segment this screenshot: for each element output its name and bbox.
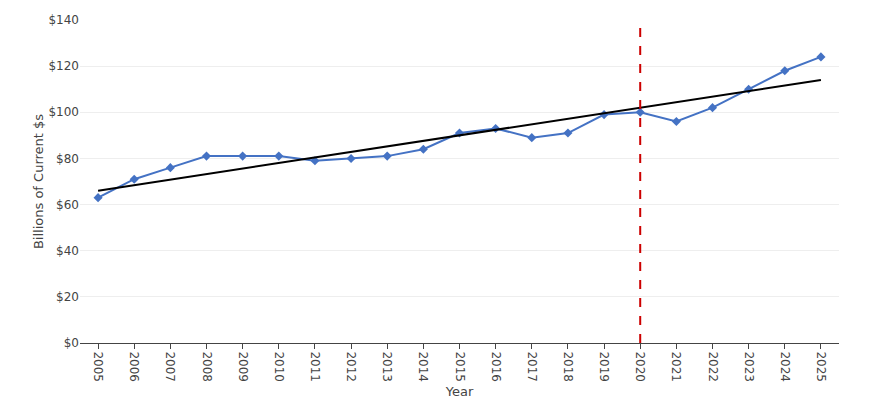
svg-text:$40: $40 — [56, 244, 79, 258]
svg-text:2024: 2024 — [778, 351, 792, 382]
svg-text:Year: Year — [445, 384, 474, 399]
svg-text:2006: 2006 — [127, 351, 141, 382]
svg-text:2010: 2010 — [272, 351, 286, 382]
svg-text:2014: 2014 — [416, 351, 430, 382]
svg-text:2015: 2015 — [453, 351, 467, 382]
svg-text:2022: 2022 — [706, 351, 720, 382]
svg-text:2009: 2009 — [236, 351, 250, 382]
svg-text:2021: 2021 — [669, 351, 683, 382]
svg-text:$80: $80 — [56, 152, 79, 166]
svg-text:2020: 2020 — [633, 351, 647, 382]
svg-text:$140: $140 — [48, 13, 79, 27]
svg-text:2018: 2018 — [561, 351, 575, 382]
svg-text:2023: 2023 — [742, 351, 756, 382]
svg-text:2019: 2019 — [597, 351, 611, 382]
svg-text:2005: 2005 — [91, 351, 105, 382]
svg-text:2013: 2013 — [380, 351, 394, 382]
svg-text:2007: 2007 — [163, 351, 177, 382]
svg-text:2012: 2012 — [344, 351, 358, 382]
svg-text:2017: 2017 — [525, 351, 539, 382]
svg-text:2011: 2011 — [308, 351, 322, 382]
svg-text:$0: $0 — [64, 336, 79, 350]
svg-text:2008: 2008 — [200, 351, 214, 382]
svg-text:2025: 2025 — [814, 351, 828, 382]
svg-text:$120: $120 — [48, 59, 79, 73]
svg-text:Billions of Current $s: Billions of Current $s — [31, 114, 46, 249]
svg-text:$60: $60 — [56, 198, 79, 212]
svg-text:$20: $20 — [56, 290, 79, 304]
svg-text:$100: $100 — [48, 105, 79, 119]
svg-text:2016: 2016 — [489, 351, 503, 382]
